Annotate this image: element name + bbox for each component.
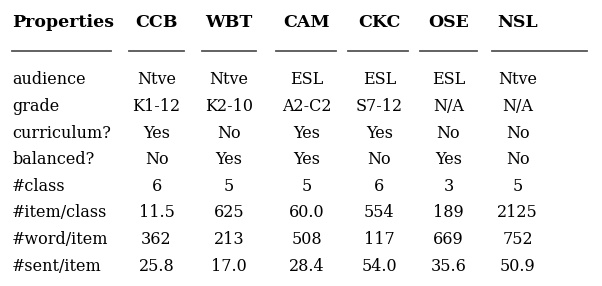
Text: Yes: Yes [435,151,462,168]
Text: A2-C2: A2-C2 [282,98,332,115]
Text: 54.0: 54.0 [361,258,397,275]
Text: Properties: Properties [12,14,114,31]
Text: Ntve: Ntve [498,72,537,88]
Text: N/A: N/A [433,98,464,115]
Text: CAM: CAM [284,14,330,31]
Text: #item/class: #item/class [12,204,107,221]
Text: K1-12: K1-12 [132,98,181,115]
Text: 5: 5 [223,178,234,195]
Text: No: No [144,151,169,168]
Text: grade: grade [12,98,59,115]
Text: ESL: ESL [362,72,396,88]
Text: No: No [367,151,391,168]
Text: CCB: CCB [135,14,178,31]
Text: curriculum?: curriculum? [12,125,111,142]
Text: WBT: WBT [205,14,252,31]
Text: N/A: N/A [502,98,533,115]
Text: 5: 5 [302,178,312,195]
Text: 35.6: 35.6 [430,258,467,275]
Text: 213: 213 [214,231,244,248]
Text: ESL: ESL [290,72,324,88]
Text: Yes: Yes [143,125,170,142]
Text: 25.8: 25.8 [138,258,175,275]
Text: 625: 625 [214,204,244,221]
Text: Yes: Yes [216,151,242,168]
Text: CKC: CKC [358,14,400,31]
Text: S7-12: S7-12 [356,98,403,115]
Text: 3: 3 [443,178,454,195]
Text: Yes: Yes [366,125,393,142]
Text: Yes: Yes [294,125,320,142]
Text: OSE: OSE [428,14,469,31]
Text: 508: 508 [292,231,322,248]
Text: ESL: ESL [432,72,465,88]
Text: 2125: 2125 [497,204,538,221]
Text: 362: 362 [141,231,172,248]
Text: NSL: NSL [497,14,538,31]
Text: #word/item: #word/item [12,231,108,248]
Text: 50.9: 50.9 [500,258,536,275]
Text: Ntve: Ntve [137,72,176,88]
Text: Ntve: Ntve [209,72,248,88]
Text: 11.5: 11.5 [138,204,175,221]
Text: No: No [436,125,461,142]
Text: No: No [217,125,241,142]
Text: No: No [506,125,530,142]
Text: 752: 752 [503,231,533,248]
Text: Yes: Yes [294,151,320,168]
Text: #sent/item: #sent/item [12,258,102,275]
Text: 5: 5 [512,178,523,195]
Text: 6: 6 [374,178,385,195]
Text: 189: 189 [433,204,464,221]
Text: 28.4: 28.4 [289,258,325,275]
Text: balanced?: balanced? [12,151,95,168]
Text: K2-10: K2-10 [205,98,253,115]
Text: 6: 6 [151,178,162,195]
Text: #class: #class [12,178,66,195]
Text: 60.0: 60.0 [289,204,325,221]
Text: 17.0: 17.0 [211,258,247,275]
Text: audience: audience [12,72,85,88]
Text: 117: 117 [364,231,395,248]
Text: 554: 554 [364,204,394,221]
Text: 669: 669 [433,231,464,248]
Text: No: No [506,151,530,168]
